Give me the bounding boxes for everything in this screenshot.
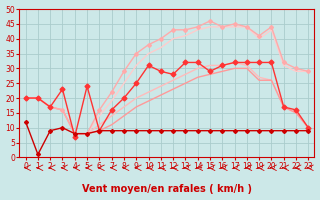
- X-axis label: Vent moyen/en rafales ( km/h ): Vent moyen/en rafales ( km/h ): [82, 184, 252, 194]
